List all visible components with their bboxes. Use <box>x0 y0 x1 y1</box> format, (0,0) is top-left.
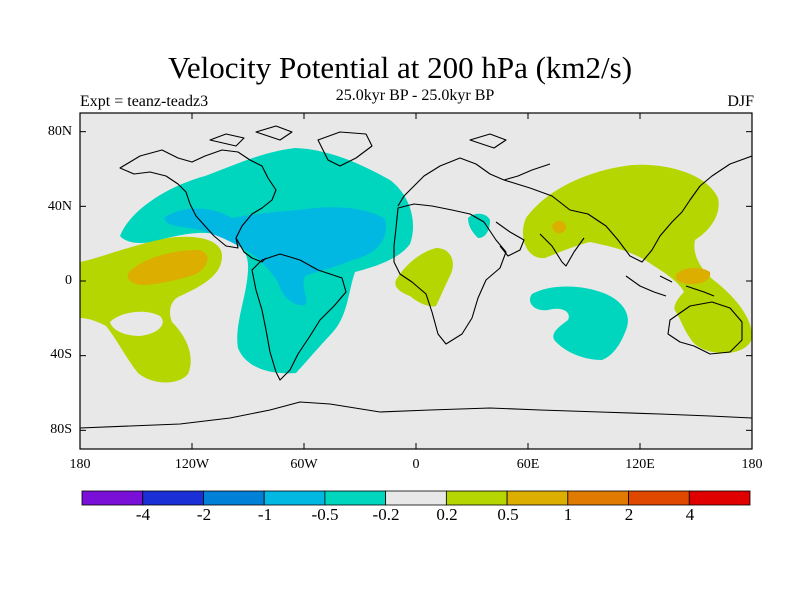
colorbar-label: -1 <box>257 505 273 524</box>
coastline-north-america <box>119 149 277 249</box>
colorbar-swatch <box>142 490 204 506</box>
colorbar-swatch <box>324 490 387 506</box>
colorbar-label: -4 <box>135 505 151 524</box>
lon-label-180e: 180 <box>741 457 763 472</box>
central-pacific-hole <box>110 311 163 336</box>
experiment-label: Expt = teanz-teadz3 <box>80 93 209 110</box>
colorbar-swatch <box>445 490 508 506</box>
colorbar-swatch <box>567 490 629 506</box>
lat-label-40n: 40N <box>47 199 72 214</box>
coastline-maritime-continent <box>625 275 715 297</box>
colorbar-label: -0.2 <box>372 505 400 524</box>
coastline-africa <box>393 203 507 345</box>
atlantic-core-region <box>164 207 386 306</box>
colorbar-swatch <box>506 490 569 506</box>
coastline-australia <box>667 301 743 355</box>
coastline-south-america <box>251 253 347 381</box>
asia-core-region <box>552 220 566 234</box>
lon-label-120e: 120E <box>625 457 655 472</box>
coastline-antarctica <box>80 401 752 429</box>
coastline-asia <box>503 155 752 263</box>
colorbar-label: -2 <box>196 505 212 524</box>
lon-label-180w: 180 <box>69 457 91 472</box>
colorbar-label: 0.5 <box>497 505 519 524</box>
colorbar-label: 0.2 <box>436 505 458 524</box>
colorbar-label: 2 <box>624 505 634 524</box>
lon-label-0: 0 <box>412 457 420 472</box>
season-label: DJF <box>727 93 754 110</box>
plot-title: Velocity Potential at 200 hPa (km2/s) <box>167 50 633 85</box>
maritime-continent-core-region <box>675 267 711 285</box>
colorbar-swatch <box>688 490 751 506</box>
colorbar-swatch <box>263 490 326 506</box>
coastline-europe <box>397 157 551 207</box>
colorbar-label: 1 <box>563 505 573 524</box>
lat-label-0: 0 <box>65 273 72 288</box>
coastline-arabia <box>495 221 525 257</box>
colorbar-swatch <box>203 490 265 506</box>
colorbar-swatch <box>628 490 690 506</box>
colorbar-swatch <box>81 490 144 506</box>
coastline-india <box>539 233 585 267</box>
lat-label-40s: 40S <box>50 347 72 362</box>
colorbar-swatch <box>385 490 447 506</box>
africa-positive-region <box>395 248 453 307</box>
central-pacific-core-region <box>127 250 208 285</box>
indian-ocean-negative-region <box>529 286 628 360</box>
plot-subtitle: 25.0kyr BP - 25.0kyr BP <box>335 87 495 104</box>
colorbar-label: -0.5 <box>311 505 339 524</box>
coastline-arctic-islands <box>209 125 507 149</box>
colorbar-label: 4 <box>685 505 695 524</box>
coastline-greenland <box>317 131 373 167</box>
lon-label-60e: 60E <box>516 457 540 472</box>
red-sea-negative-region <box>468 213 490 238</box>
lat-label-80n: 80N <box>47 124 72 139</box>
lon-label-60w: 60W <box>290 457 318 472</box>
lat-label-80s: 80S <box>50 422 72 437</box>
colorbar <box>81 490 751 506</box>
lon-label-120w: 120W <box>174 457 210 472</box>
coastline-central-america <box>235 237 267 263</box>
